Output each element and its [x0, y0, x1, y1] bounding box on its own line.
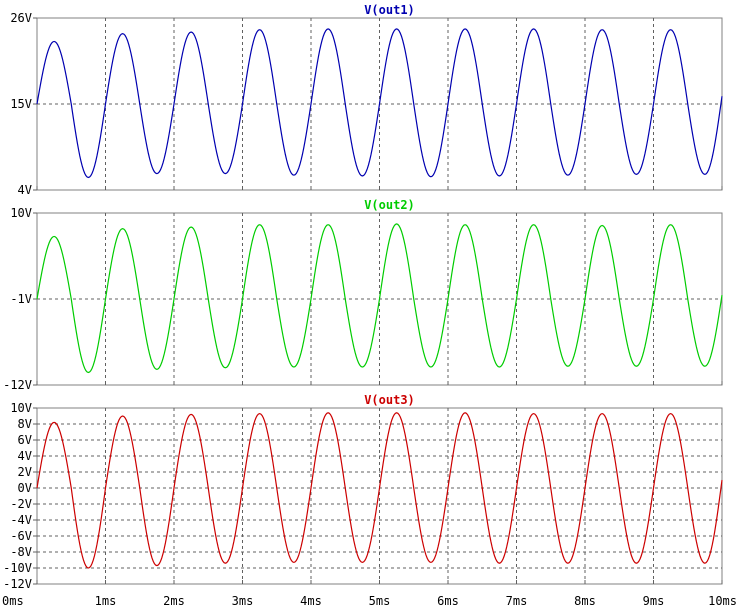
x-tick-label: 1ms [95, 594, 117, 608]
waveform-panel-2: -12V -1V 10V V(out2) [3, 198, 723, 392]
x-tick-label: 0ms [2, 594, 24, 608]
series-line [36, 28, 723, 179]
waveform-panel-1: 4V 15V 26V V(out1) [10, 3, 723, 197]
panel-title: V(out3) [364, 393, 415, 407]
y-tick-label: 4V [18, 183, 32, 197]
y-tick-label: 26V [10, 11, 32, 25]
series-1 [36, 28, 723, 179]
x-tick-label: 8ms [574, 594, 596, 608]
y-tick-label: 10V [10, 206, 32, 220]
x-tick-label: 4ms [300, 594, 322, 608]
y-tick-label: -2V [10, 497, 32, 511]
series-line [36, 412, 723, 569]
x-tick-label: 7ms [506, 594, 528, 608]
x-tick-label: 9ms [643, 594, 665, 608]
y-tick-label: 6V [18, 433, 32, 447]
y-tick-label: -10V [3, 561, 32, 575]
panel-title: V(out1) [364, 3, 415, 17]
x-tick-label: 6ms [437, 594, 459, 608]
x-tick-label: 2ms [163, 594, 185, 608]
x-tick-label: 10ms [708, 594, 737, 608]
y-tick-label: -1V [10, 292, 32, 306]
y-tick-label: 4V [18, 449, 32, 463]
y-tick-label: 10V [10, 401, 32, 415]
series-line [36, 223, 723, 374]
y-tick-label: -8V [10, 545, 32, 559]
y-tick-label: 2V [18, 465, 32, 479]
panel-title: V(out2) [364, 198, 415, 212]
series-1 [36, 412, 723, 569]
y-tick-label: -12V [3, 378, 32, 392]
series-1 [36, 223, 723, 374]
y-tick-label: 0V [18, 481, 32, 495]
x-tick-label: 5ms [369, 594, 391, 608]
y-tick-label: -12V [3, 577, 32, 591]
y-tick-label: 8V [18, 417, 32, 431]
waveform-panel-3: -12V -10V -8V -6V -4V -2V 0V 2V 4V 6V 8V 10V 0ms 1ms 2… [2, 393, 737, 608]
y-tick-label: 15V [10, 97, 32, 111]
x-tick-label: 3ms [232, 594, 254, 608]
y-tick-label: -4V [10, 513, 32, 527]
y-tick-label: -6V [10, 529, 32, 543]
